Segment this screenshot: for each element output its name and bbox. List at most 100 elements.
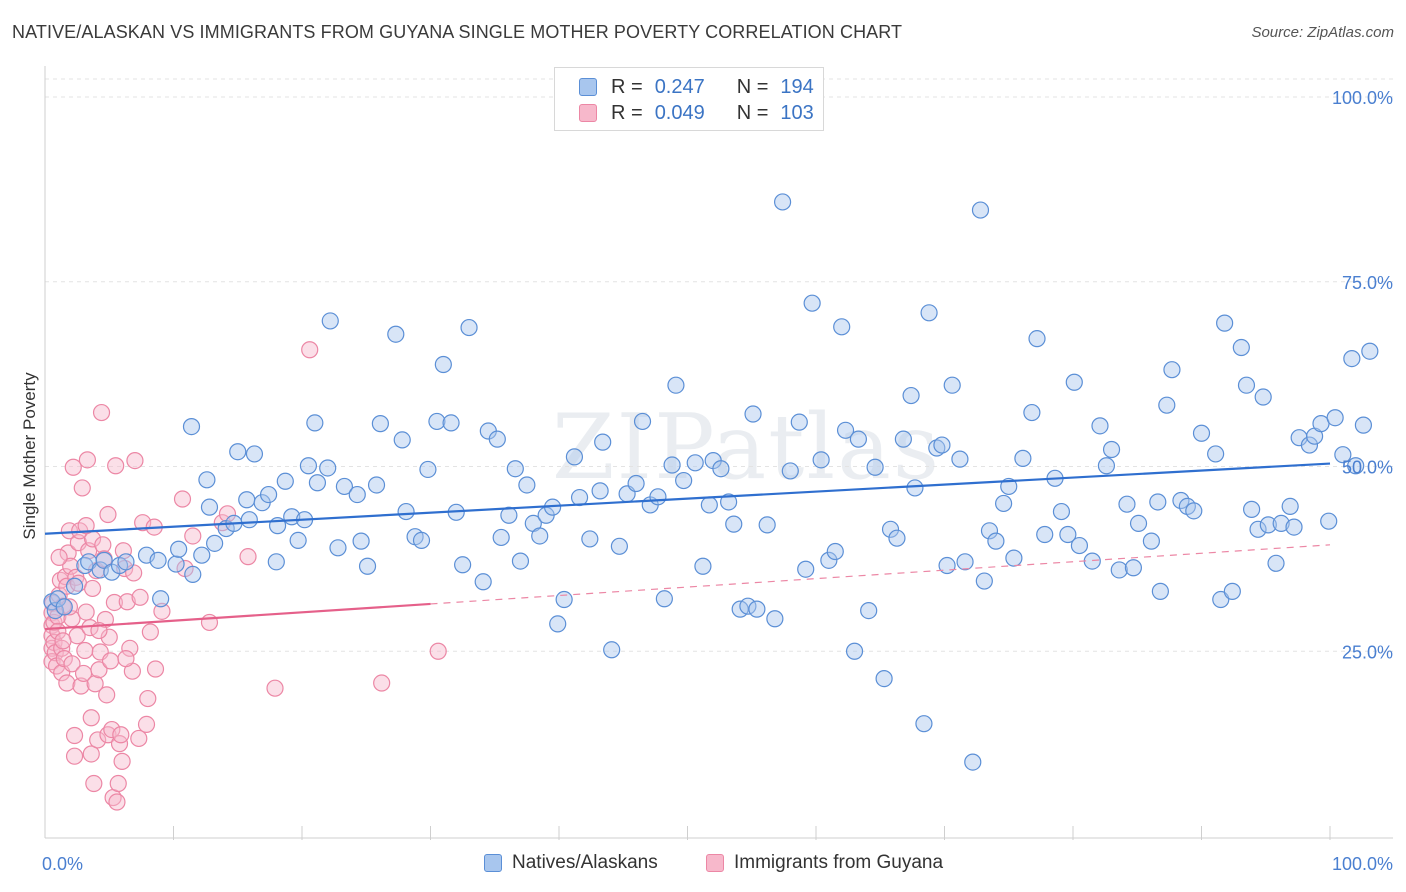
guyana-point (173, 490, 192, 508)
x-tick-label: 100.0% (1332, 854, 1393, 874)
natives-point (826, 542, 844, 561)
natives-point (240, 511, 258, 529)
guyana-point (218, 505, 237, 523)
natives-point (259, 485, 278, 504)
natives-point (1149, 493, 1167, 511)
natives-point (1272, 514, 1290, 533)
legend-n-value: 194 (780, 75, 814, 98)
guyana-point (113, 752, 131, 770)
legend-swatch-blue (484, 854, 502, 872)
guyana-point (77, 603, 95, 621)
legend-row-guyana: R = 0.049 N = 103 (579, 100, 814, 126)
guyana-point (112, 726, 130, 744)
natives-point (836, 421, 855, 439)
guyana-point (239, 548, 257, 566)
y-tick-label: 25.0% (1342, 642, 1393, 662)
legend-item-natives[interactable]: Natives/Alaskans (484, 852, 658, 874)
guyana-point (72, 677, 90, 695)
legend-r-value: 0.049 (654, 101, 705, 124)
guyana-point (83, 579, 102, 598)
natives-point (951, 450, 969, 468)
natives-point (1281, 497, 1299, 516)
x-tick-label: 0.0% (42, 854, 83, 874)
natives-point (289, 531, 307, 550)
guyana-point (98, 686, 116, 704)
natives-point (675, 471, 693, 490)
legend-item-guyana[interactable]: Immigrants from Guyana (706, 852, 943, 874)
natives-point (686, 454, 704, 472)
natives-point (200, 498, 219, 516)
natives-point (460, 318, 478, 337)
natives-point (238, 491, 256, 509)
series-natives-alaskans (43, 193, 1379, 771)
natives-point (866, 458, 884, 476)
legend-swatch-pink (706, 854, 724, 872)
guyana-point (78, 451, 97, 469)
guyana-point (200, 613, 219, 632)
natives-point (781, 462, 799, 480)
guyana-point (58, 674, 76, 692)
y-tick-label: 100.0% (1332, 88, 1393, 108)
guyana-point (108, 793, 126, 811)
natives-point (933, 436, 951, 454)
natives-point (655, 590, 673, 608)
guyana-point (153, 602, 171, 620)
guyana-point (105, 593, 123, 612)
natives-point (1097, 457, 1116, 475)
natives-point (367, 476, 386, 494)
guyana-point (373, 674, 391, 692)
natives-point (267, 553, 285, 571)
natives-point (393, 431, 411, 449)
trendlines (44, 462, 1331, 631)
legend-r-label: R = (611, 75, 643, 98)
guyana-point (110, 735, 129, 753)
natives-point (663, 456, 681, 474)
guyana-point (62, 557, 80, 575)
natives-point (790, 413, 808, 431)
guyana-point (65, 726, 84, 745)
natives-point (1216, 314, 1234, 332)
guyana-point (90, 661, 108, 679)
natives-point (667, 376, 685, 394)
natives-point (1028, 330, 1046, 348)
natives-point (1065, 373, 1083, 391)
guyana-point (60, 598, 79, 616)
natives-point (531, 527, 549, 545)
natives-point (55, 598, 73, 616)
natives-point (1207, 445, 1225, 463)
natives-point (1083, 552, 1101, 570)
natives-point (1185, 502, 1203, 520)
natives-point (95, 551, 113, 569)
natives-point (348, 485, 366, 504)
guyana-point (141, 623, 159, 641)
natives-point (500, 506, 518, 524)
y-axis-label: Single Mother Poverty (20, 372, 39, 540)
guyana-point (77, 517, 95, 535)
natives-point (700, 496, 718, 514)
natives-point (358, 557, 377, 575)
natives-point (1059, 525, 1077, 544)
natives-point (397, 502, 415, 521)
guyana-point (92, 403, 111, 422)
natives-point (371, 415, 389, 433)
guyana-point (54, 632, 72, 650)
legend-label-natives: Natives/Alaskans (512, 852, 658, 873)
natives-point (1102, 440, 1121, 459)
guyana-point (99, 505, 117, 524)
natives-point (1158, 396, 1176, 414)
guyana-point (109, 774, 127, 793)
guyana-point (85, 774, 103, 793)
natives-point (1124, 559, 1142, 577)
natives-point (888, 529, 906, 547)
natives-point (1300, 436, 1319, 454)
natives-point (1070, 536, 1089, 555)
natives-point (758, 516, 776, 534)
natives-point (938, 556, 956, 575)
natives-point (1232, 338, 1250, 357)
natives-point (1237, 376, 1256, 394)
legend-r-label: R = (611, 101, 643, 124)
guyana-point (146, 660, 165, 678)
guyana-point (76, 641, 94, 660)
gridlines (45, 78, 1393, 652)
